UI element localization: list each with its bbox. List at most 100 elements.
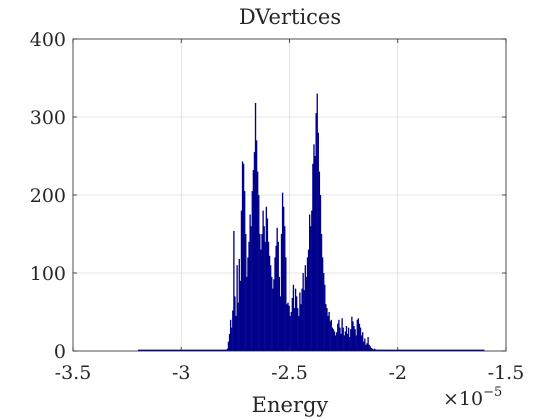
chart-title: DVertices bbox=[239, 5, 341, 29]
histogram-bar bbox=[305, 276, 308, 351]
histogram-bar bbox=[338, 319, 340, 351]
histogram-bar bbox=[255, 140, 258, 351]
histogram-bar bbox=[334, 335, 337, 351]
histogram-bar bbox=[235, 315, 237, 351]
x-tick-label: -1.5 bbox=[488, 362, 525, 384]
histogram-bar bbox=[359, 327, 362, 351]
histogram-bar bbox=[375, 349, 377, 351]
histogram-bar bbox=[265, 206, 268, 351]
histogram-bar bbox=[370, 347, 373, 351]
y-tick-label: 100 bbox=[30, 263, 66, 285]
histogram-bar bbox=[353, 326, 355, 351]
histogram-bar bbox=[363, 341, 365, 351]
histogram-bar bbox=[236, 265, 238, 351]
x-tick-label: -3 bbox=[172, 362, 191, 384]
histogram-bar bbox=[360, 335, 363, 351]
histogram-bar bbox=[344, 331, 347, 351]
histogram-bar bbox=[301, 288, 303, 351]
histogram-bar bbox=[339, 327, 341, 351]
histogram-bar bbox=[252, 170, 255, 351]
histogram-bar bbox=[316, 93, 318, 351]
histogram-bar bbox=[317, 132, 319, 351]
histogram-bar bbox=[340, 333, 342, 351]
histogram-bar bbox=[226, 348, 229, 351]
histogram-bar bbox=[275, 245, 277, 351]
histogram-bar bbox=[285, 257, 287, 351]
histogram-bar bbox=[280, 234, 283, 351]
histogram-bar bbox=[357, 318, 360, 351]
histogram-bar bbox=[358, 323, 361, 351]
histogram-bar bbox=[354, 329, 356, 351]
histogram-bar bbox=[234, 296, 236, 351]
histogram-bar bbox=[245, 234, 247, 351]
histogram-bar bbox=[372, 349, 375, 351]
histogram-bar bbox=[286, 304, 288, 351]
histogram-bar bbox=[366, 343, 368, 351]
histogram-bar bbox=[365, 344, 367, 351]
x-axis-label: Energy bbox=[252, 393, 329, 417]
histogram-bar bbox=[260, 249, 262, 351]
histogram-bar bbox=[345, 326, 348, 351]
histogram-bar bbox=[325, 304, 327, 351]
histogram-bar bbox=[362, 332, 364, 351]
histogram-bar bbox=[271, 276, 273, 351]
histogram-bar bbox=[254, 102, 257, 352]
histogram-bar bbox=[300, 304, 302, 351]
histogram-bar bbox=[227, 341, 230, 351]
histogram-bar bbox=[284, 226, 286, 351]
histogram-bar bbox=[261, 234, 263, 351]
histogram-bar bbox=[319, 195, 322, 351]
histogram-bar bbox=[337, 323, 339, 351]
histogram-bar bbox=[257, 171, 259, 351]
histogram-bar bbox=[310, 226, 312, 351]
histogram-bar bbox=[369, 346, 371, 351]
histogram-bar bbox=[270, 265, 272, 351]
histogram-bar bbox=[249, 214, 251, 351]
histogram-bar bbox=[324, 284, 326, 351]
histogram-bar bbox=[244, 191, 246, 351]
histogram-bar bbox=[294, 288, 297, 351]
y-tick-label: 200 bbox=[30, 185, 66, 207]
histogram-bar bbox=[262, 210, 264, 351]
histogram-bar bbox=[290, 312, 292, 351]
histogram-bar bbox=[304, 265, 306, 351]
histogram-bar bbox=[238, 258, 240, 351]
histogram-bar bbox=[364, 338, 366, 351]
histogram-bar bbox=[264, 241, 266, 351]
histogram-bar bbox=[240, 210, 243, 351]
histogram-bar bbox=[231, 327, 233, 351]
histogram-bar bbox=[293, 308, 296, 351]
histogram-bar bbox=[346, 333, 349, 351]
histogram-bar bbox=[349, 336, 351, 351]
histogram-bar bbox=[306, 257, 309, 351]
histogram-bar bbox=[330, 319, 332, 351]
histogram-bar bbox=[355, 335, 357, 351]
histogram-bar bbox=[312, 163, 314, 351]
histogram-bar bbox=[253, 152, 256, 351]
histogram-bar bbox=[251, 191, 253, 351]
histogram-bar bbox=[342, 327, 344, 351]
histogram-bar bbox=[292, 284, 295, 351]
histogram-bar bbox=[259, 234, 261, 351]
x-tick-label: -2 bbox=[388, 362, 407, 384]
histogram-bar bbox=[291, 297, 293, 351]
histogram-bar bbox=[336, 332, 338, 351]
histogram-bar bbox=[281, 192, 284, 351]
histogram-bar bbox=[320, 234, 323, 351]
histogram-bar bbox=[371, 348, 374, 351]
histogram-bar bbox=[328, 312, 330, 351]
histogram-bar bbox=[289, 315, 291, 351]
histogram-bar bbox=[258, 195, 260, 351]
histogram-bar bbox=[263, 226, 265, 351]
histogram-bar bbox=[241, 161, 244, 351]
histogram-bar bbox=[283, 206, 285, 351]
histogram-bar bbox=[247, 257, 249, 351]
tick-marks bbox=[72, 38, 507, 352]
histogram-bar bbox=[298, 315, 300, 351]
y-tick-label: 300 bbox=[30, 107, 66, 129]
x-exponent-power: −5 bbox=[483, 385, 502, 400]
histogram-bar bbox=[299, 292, 301, 351]
histogram-bar bbox=[347, 327, 350, 351]
histogram-bar bbox=[308, 214, 311, 351]
